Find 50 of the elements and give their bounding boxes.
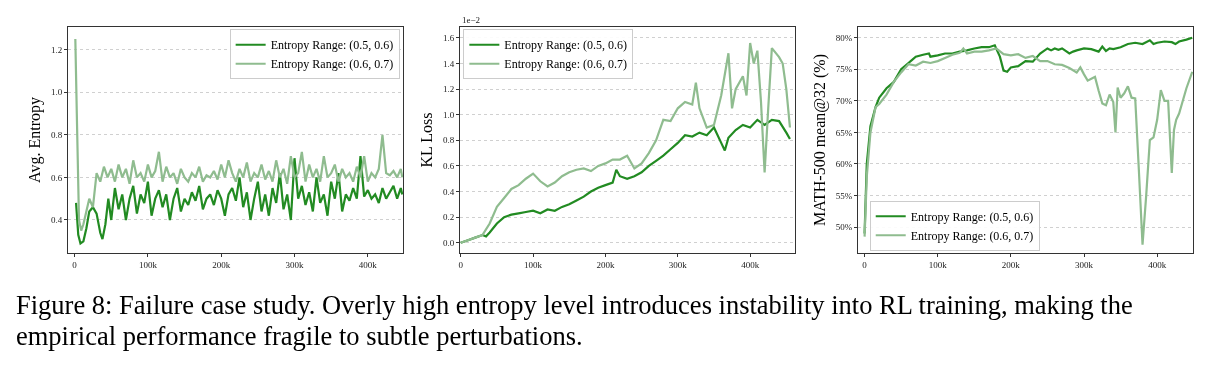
y-tick-label: 0.8 — [442, 135, 455, 146]
y-tick-label: 0.0 — [442, 237, 455, 248]
y-tick-label: 0.6 — [50, 172, 63, 183]
x-tick-label: 0 — [862, 259, 868, 270]
legend-label: Entropy Range: (0.6, 0.7) — [270, 57, 394, 72]
x-tick-label: 0 — [72, 259, 78, 270]
x-tick-label: 100k — [928, 259, 948, 270]
x-tick-label: 400k — [1148, 259, 1167, 270]
y-axis-title: MATH-500 mean@32 (%) — [810, 53, 829, 227]
legend-label: Entropy Range: (0.5, 0.6) — [270, 38, 394, 53]
legend-label: Entropy Range: (0.6, 0.7) — [910, 228, 1034, 243]
x-tick-label: 200k — [596, 259, 615, 270]
y-tick-label: 75% — [835, 64, 853, 75]
y-tick-label: 0.4 — [50, 215, 63, 226]
y-tick-label: 50% — [835, 222, 853, 233]
line-series — [74, 154, 403, 245]
x-tick-label: 300k — [668, 259, 688, 270]
x-tick-label: 200k — [1001, 259, 1021, 270]
y-tick-label: 1.0 — [442, 109, 455, 120]
y-tick-label: 1.4 — [442, 58, 455, 69]
y-tick-label: 1.0 — [50, 87, 63, 98]
y-axis-title: KL Loss — [417, 112, 435, 168]
x-tick-label: 100k — [524, 259, 543, 270]
y-tick-label: 0.2 — [442, 212, 455, 223]
line-series — [460, 41, 792, 244]
y-tick-label: 60% — [835, 159, 853, 170]
y-tick-label: 1.2 — [442, 84, 455, 95]
line-series — [74, 37, 403, 232]
y-tick-label: 0.4 — [442, 186, 455, 197]
text: 1e−2 — [462, 15, 481, 25]
x-tick-label: 300k — [285, 259, 305, 270]
caption: Figure 8: Failure case study. Overly high entropy level introduces instability into RL training, making the empirical performance fragile to subtle perturbations. — [16, 290, 1134, 352]
x-tick-label: 200k — [212, 259, 231, 270]
legend-label: Entropy Range: (0.6, 0.7) — [504, 57, 628, 72]
y-tick-label: 1.2 — [50, 44, 63, 55]
x-tick-label: 400k — [741, 259, 760, 270]
legend-label: Entropy Range: (0.5, 0.6) — [504, 38, 628, 53]
x-tick-label: 100k — [138, 259, 158, 270]
y-tick-label: 55% — [835, 190, 853, 201]
y-tick-label: 80% — [835, 32, 853, 43]
y-axis-title: Avg. Entropy — [25, 97, 44, 183]
y-tick-label: 65% — [835, 127, 853, 138]
y-tick-label: 1.6 — [442, 33, 455, 44]
y-tick-label: 70% — [835, 96, 853, 107]
y-tick-label: 0.8 — [50, 129, 63, 140]
y-tick-label: 0.6 — [442, 161, 455, 172]
x-tick-label: 300k — [1075, 259, 1094, 270]
x-tick-label: 0 — [458, 259, 464, 270]
legend-label: Entropy Range: (0.5, 0.6) — [910, 209, 1034, 224]
x-tick-label: 400k — [358, 259, 378, 270]
